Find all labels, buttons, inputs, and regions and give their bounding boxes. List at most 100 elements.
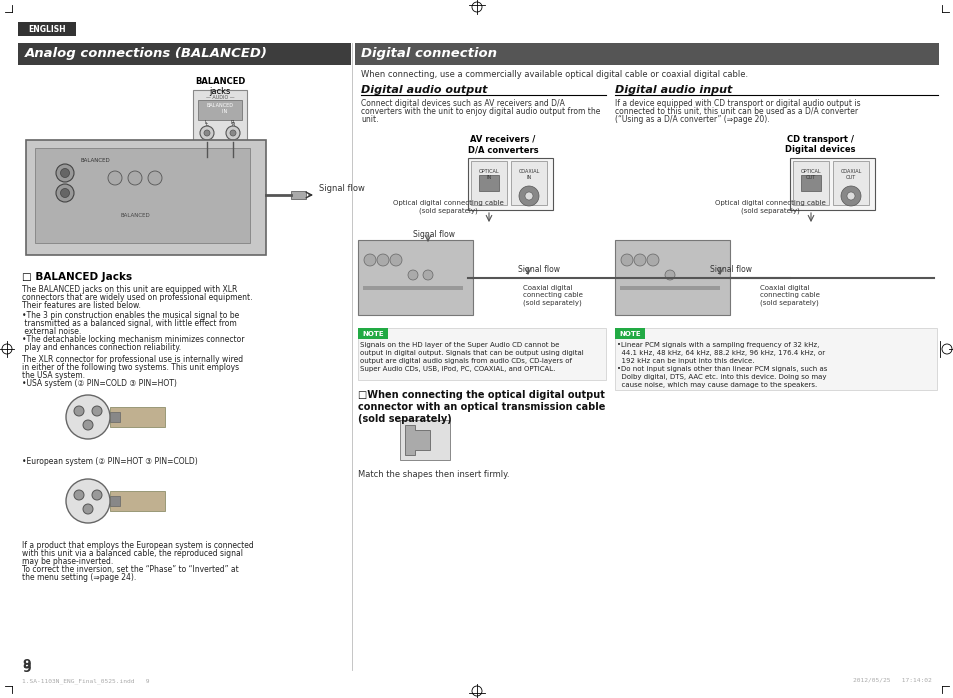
Circle shape (148, 171, 162, 185)
Text: with this unit via a balanced cable, the reproduced signal: with this unit via a balanced cable, the… (22, 549, 243, 558)
Bar (619, 286, 720, 290)
Text: Optical digital connecting cable
(sold separately): Optical digital connecting cable (sold s… (714, 200, 824, 214)
Text: BALANCED
      IN: BALANCED IN (206, 103, 233, 114)
Text: converters with the unit to enjoy digital audio output from the: converters with the unit to enjoy digita… (360, 107, 599, 116)
Circle shape (390, 254, 401, 266)
Circle shape (91, 406, 102, 416)
Bar (18, 43, 351, 65)
Bar (357, 328, 388, 339)
Text: Signal flow: Signal flow (413, 230, 455, 239)
Bar (110, 496, 120, 506)
Text: Digital audio output: Digital audio output (360, 85, 487, 95)
Text: unit.: unit. (360, 115, 378, 124)
Text: external noise.: external noise. (22, 327, 81, 336)
Text: cause noise, which may cause damage to the speakers.: cause noise, which may cause damage to t… (617, 382, 817, 388)
Circle shape (66, 395, 110, 439)
Text: •European system (② PIN=HOT ③ PIN=COLD): •European system (② PIN=HOT ③ PIN=COLD) (22, 457, 197, 466)
Bar (18, 22, 76, 36)
Text: The XLR connector for professional use is internally wired: The XLR connector for professional use i… (22, 355, 243, 364)
Bar (363, 286, 462, 290)
Text: play and enhances connection reliability.: play and enhances connection reliability… (22, 343, 181, 352)
Circle shape (524, 192, 533, 200)
Circle shape (66, 479, 110, 523)
Text: If a device equipped with CD transport or digital audio output is: If a device equipped with CD transport o… (615, 99, 860, 108)
Bar (615, 328, 644, 339)
Bar (615, 240, 729, 315)
Bar (801, 175, 821, 191)
Text: connected to this unit, this unit can be used as a D/A converter: connected to this unit, this unit can be… (615, 107, 858, 116)
Text: OPTICAL
IN: OPTICAL IN (478, 169, 498, 180)
Bar (789, 158, 874, 210)
Polygon shape (405, 425, 430, 455)
Text: Super Audio CDs, USB, iPod, PC, COAXIAL, and OPTICAL.: Super Audio CDs, USB, iPod, PC, COAXIAL,… (359, 366, 555, 372)
Text: Signal flow: Signal flow (318, 184, 364, 193)
Text: Digital connection: Digital connection (360, 47, 497, 61)
Text: 192 kHz can be input into this device.: 192 kHz can be input into this device. (617, 358, 754, 364)
Bar (35, 148, 250, 243)
Circle shape (108, 171, 122, 185)
Text: BALANCED: BALANCED (194, 77, 245, 86)
Text: L: L (205, 120, 208, 125)
Text: BALANCED: BALANCED (80, 158, 110, 163)
Text: connectors that are widely used on professional equipment.: connectors that are widely used on profe… (22, 293, 253, 302)
Text: (sold separately): (sold separately) (357, 414, 452, 424)
Circle shape (74, 490, 84, 500)
Text: If a product that employs the European system is connected: If a product that employs the European s… (22, 541, 253, 550)
Text: COAXIAL
OUT: COAXIAL OUT (840, 169, 861, 180)
Circle shape (226, 126, 240, 140)
Circle shape (364, 254, 375, 266)
Text: Their features are listed below.: Their features are listed below. (22, 301, 141, 310)
Circle shape (83, 420, 92, 430)
Text: the menu setting (⇒page 24).: the menu setting (⇒page 24). (22, 573, 136, 582)
Bar (355, 43, 938, 65)
Circle shape (204, 130, 210, 136)
Text: ENGLISH: ENGLISH (29, 24, 66, 34)
Text: R: R (231, 122, 234, 127)
Text: Analog connections (BALANCED): Analog connections (BALANCED) (25, 47, 268, 61)
Text: (“Using as a D/A converter” (⇒page 20).: (“Using as a D/A converter” (⇒page 20). (615, 115, 769, 124)
Text: output are digital audio signals from audio CDs, CD-layers of: output are digital audio signals from au… (359, 358, 572, 364)
Bar (198, 100, 242, 120)
Text: •The detachable locking mechanism minimizes connector: •The detachable locking mechanism minimi… (22, 335, 244, 344)
Circle shape (56, 184, 74, 202)
Text: may be phase-inverted.: may be phase-inverted. (22, 557, 113, 566)
Text: transmitted as a balanced signal, with little effect from: transmitted as a balanced signal, with l… (22, 319, 236, 328)
Text: •The 3 pin construction enables the musical signal to be: •The 3 pin construction enables the musi… (22, 311, 239, 320)
Circle shape (230, 130, 235, 136)
Text: AV receivers /
D/A converters: AV receivers / D/A converters (467, 135, 537, 154)
Text: CD transport /
Digital devices: CD transport / Digital devices (784, 135, 854, 154)
Bar (110, 412, 120, 422)
Bar (26, 140, 266, 255)
Text: the USA system.: the USA system. (22, 371, 85, 380)
Text: The BALANCED jacks on this unit are equipped with XLR: The BALANCED jacks on this unit are equi… (22, 285, 237, 294)
Circle shape (83, 504, 92, 514)
Bar (832, 161, 868, 205)
Text: R: R (231, 120, 234, 125)
Circle shape (620, 254, 633, 266)
Circle shape (60, 168, 70, 177)
Text: •USA system (② PIN=COLD ③ PIN=HOT): •USA system (② PIN=COLD ③ PIN=HOT) (22, 379, 176, 388)
Circle shape (200, 126, 213, 140)
Bar (511, 161, 546, 205)
Text: 1.SA-1103N_ENG_Final_0525.indd   9: 1.SA-1103N_ENG_Final_0525.indd 9 (22, 678, 150, 683)
Text: Optical digital connecting cable
(sold separately): Optical digital connecting cable (sold s… (393, 200, 503, 214)
Circle shape (518, 186, 538, 206)
Text: output in digital output. Signals that can be output using digital: output in digital output. Signals that c… (359, 350, 583, 356)
Text: Digital audio input: Digital audio input (615, 85, 732, 95)
Text: Coaxial digital
connecting cable
(sold separately): Coaxial digital connecting cable (sold s… (522, 285, 582, 306)
Text: connector with an optical transmission cable: connector with an optical transmission c… (357, 402, 605, 412)
Text: 9: 9 (22, 662, 30, 675)
Text: OPTICAL
OUT: OPTICAL OUT (800, 169, 821, 180)
Text: in either of the following two systems. This unit employs: in either of the following two systems. … (22, 363, 239, 372)
Circle shape (60, 188, 70, 198)
Text: Coaxial digital
connecting cable
(sold separately): Coaxial digital connecting cable (sold s… (760, 285, 819, 306)
Circle shape (646, 254, 659, 266)
Text: •Linear PCM signals with a sampling frequency of 32 kHz,: •Linear PCM signals with a sampling freq… (617, 342, 819, 348)
Text: □When connecting the optical digital output: □When connecting the optical digital out… (357, 390, 604, 400)
Circle shape (91, 490, 102, 500)
Text: •Do not input signals other than linear PCM signals, such as: •Do not input signals other than linear … (617, 366, 826, 372)
Text: — AUDIO —: — AUDIO — (206, 95, 234, 100)
Bar (291, 191, 306, 199)
Text: Connect digital devices such as AV receivers and D/A: Connect digital devices such as AV recei… (360, 99, 564, 108)
Circle shape (376, 254, 389, 266)
